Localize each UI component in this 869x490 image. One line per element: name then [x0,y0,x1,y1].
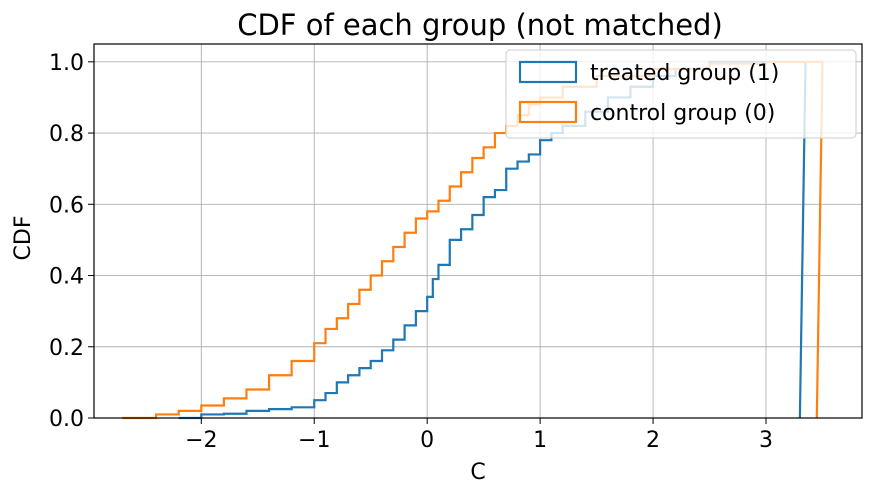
x-tick-label: 3 [759,428,773,453]
axis-ticks: −2 −1 0 1 2 3 0.0 0.2 0.4 0.6 0.8 1.0 [49,51,773,453]
legend-swatch [518,100,578,124]
y-tick-label: 0.4 [49,265,84,290]
chart-title: CDF of each group (not matched) [237,8,723,42]
y-tick-label: 0.2 [49,336,84,361]
x-tick-label: −2 [185,428,217,453]
y-tick-label: 0.6 [49,193,84,218]
plot-frame [93,43,863,419]
y-tick-label: 1.0 [49,51,84,76]
y-axis-label: CDF [11,216,36,261]
x-tick-label: 0 [420,428,434,453]
legend-swatch [518,60,578,84]
legend-label: treated group (1) [590,61,779,86]
x-axis-label: C [470,460,485,485]
y-tick-label: 0.8 [49,122,84,147]
legend: treated group (1) control group (0) [505,49,857,139]
x-tick-label: 2 [646,428,660,453]
y-tick-label: 0.0 [49,407,84,432]
x-tick-label: −1 [298,428,330,453]
legend-box [505,49,857,139]
x-tick-label: 1 [533,428,547,453]
legend-label: control group (0) [590,101,775,126]
